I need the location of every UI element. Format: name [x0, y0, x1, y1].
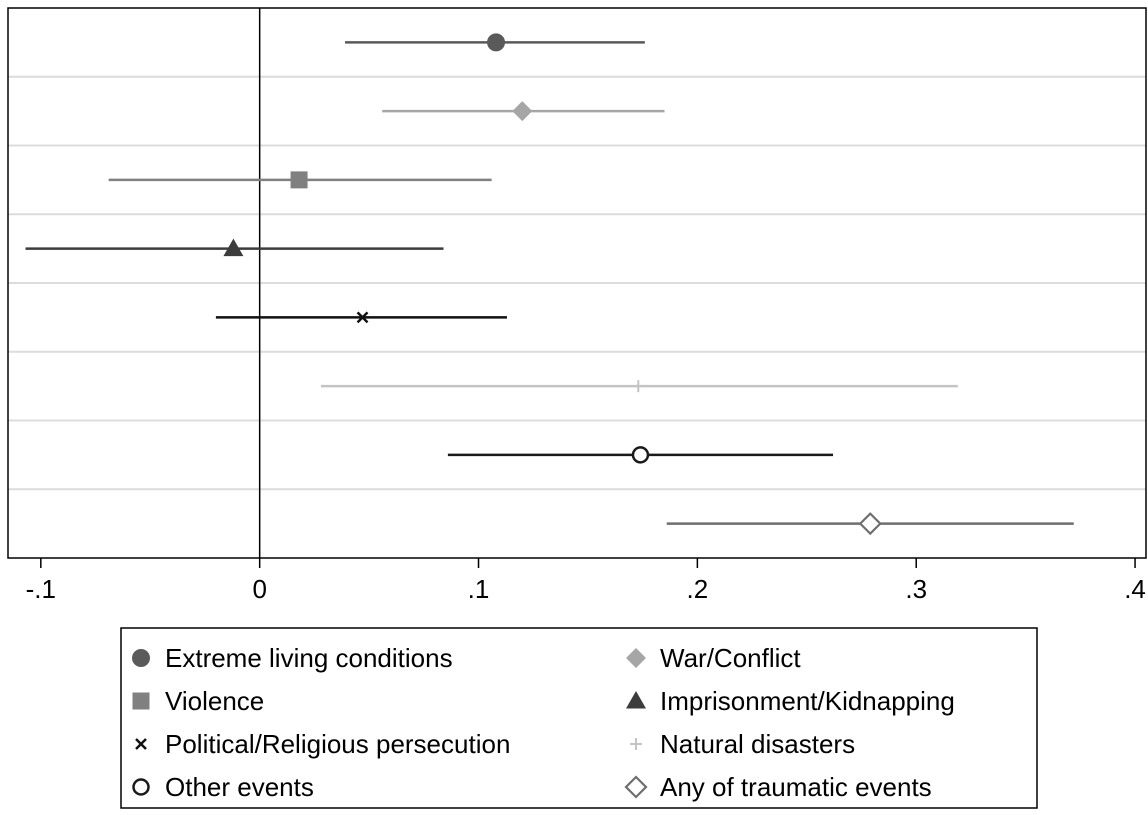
point-estimate-any-of-traumatic-events: [858, 512, 882, 536]
marker-square: [132, 692, 150, 710]
legend-marker-imprisonment-kidnapping: [626, 691, 646, 709]
legend-label-violence: Violence: [165, 686, 264, 716]
legend-marker-violence: [132, 692, 150, 710]
x-tick-label: 0: [252, 574, 266, 604]
legend-label-natural-disasters: Natural disasters: [660, 729, 855, 759]
point-estimate-war-conflict: [512, 101, 533, 122]
x-tick-label: .2: [687, 574, 709, 604]
marker-diamond-hollow: [624, 775, 648, 799]
marker-diamond: [626, 648, 646, 668]
x-tick-label: -.1: [26, 574, 56, 604]
point-estimate-political-religious-persecution: [356, 311, 369, 324]
marker-x-stroke: [356, 311, 369, 324]
marker-circle-hollow: [631, 446, 650, 464]
legend-label-imprisonment-kidnapping: Imprisonment/Kidnapping: [660, 686, 955, 716]
marker-square: [290, 171, 308, 189]
point-estimate-extreme-living-conditions: [487, 33, 506, 52]
marker-circle: [132, 649, 150, 667]
x-tick-label: .1: [468, 574, 490, 604]
x-tick-label: .3: [905, 574, 927, 604]
legend-marker-other-events: [132, 778, 150, 796]
marker-diamond: [512, 101, 533, 122]
legend-label-political-religious-persecution: Political/Religious persecution: [165, 729, 510, 759]
point-estimate-violence: [290, 171, 308, 189]
legend-label-war-conflict: War/Conflict: [660, 643, 801, 673]
legend-marker-political-religious-persecution: [135, 738, 147, 750]
marker-circle-hollow: [132, 778, 150, 796]
legend-marker-natural-disasters: [630, 738, 642, 750]
legend-label-extreme-living-conditions: Extreme living conditions: [165, 643, 453, 673]
marker-triangle: [626, 691, 646, 709]
marker-circle: [487, 33, 506, 52]
legend-label-any-of-traumatic-events: Any of traumatic events: [660, 772, 932, 802]
x-tick-label: .4: [1124, 574, 1146, 604]
legend-marker-war-conflict: [626, 648, 646, 668]
legend-label-other-events: Other events: [165, 772, 314, 802]
marker-diamond-hollow: [858, 512, 882, 536]
legend-marker-extreme-living-conditions: [132, 649, 150, 667]
legend-marker-any-of-traumatic-events: [624, 775, 648, 799]
marker-x-stroke: [135, 738, 147, 750]
point-estimate-other-events: [631, 446, 650, 464]
point-estimate-imprisonment-kidnapping: [223, 238, 244, 257]
marker-triangle: [223, 238, 244, 257]
legend-box: [120, 627, 1038, 809]
point-estimate-natural-disasters: [632, 380, 645, 393]
plot-frame: [7, 7, 1147, 559]
